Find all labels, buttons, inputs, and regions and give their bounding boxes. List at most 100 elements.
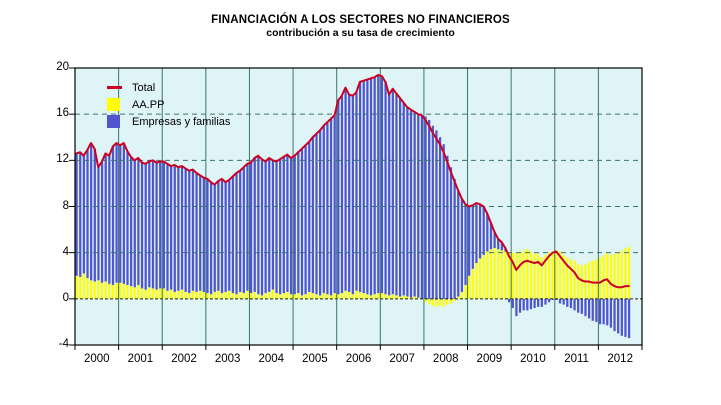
bar-empresas [249, 162, 253, 294]
bar-empresas [231, 176, 235, 294]
bar-empresas [220, 178, 224, 294]
bar-aapp [548, 252, 551, 299]
bar-empresas [253, 158, 256, 292]
bar-empresas [199, 175, 202, 291]
bar-aapp [159, 288, 162, 299]
bar-empresas [609, 298, 613, 328]
bar-aapp [511, 252, 514, 299]
bar-aapp [206, 293, 209, 299]
bar-aapp [366, 294, 369, 299]
bar-aapp [228, 290, 231, 299]
bar-empresas [206, 178, 209, 294]
bar-empresas [460, 198, 464, 292]
bar-empresas [402, 102, 405, 296]
bar-aapp [133, 287, 136, 299]
bar-empresas [311, 137, 314, 294]
bar-empresas [264, 161, 267, 294]
bar-empresas [420, 115, 424, 299]
bar-empresas [449, 167, 453, 299]
bar-aapp [93, 281, 96, 299]
bar-empresas [180, 166, 184, 290]
bar-aapp [329, 295, 333, 299]
y-axis-label: 0 [62, 291, 69, 304]
bar-empresas [493, 231, 496, 249]
bar-empresas [319, 130, 322, 296]
bar-empresas [515, 298, 518, 317]
bar-aapp [373, 294, 376, 299]
x-axis-label: 2004 [258, 353, 285, 365]
bar-aapp [104, 281, 107, 299]
bar-aapp [471, 268, 474, 299]
bar-empresas [438, 137, 442, 299]
bar-empresas [344, 87, 347, 291]
bar-empresas [239, 170, 242, 292]
bar-aapp [82, 273, 86, 299]
bar-empresas [97, 167, 100, 281]
chart-subtitle: contribución a su tasa de crecimiento [266, 27, 455, 40]
bar-aapp [522, 250, 525, 299]
total-line [75, 73, 630, 289]
bar-empresas [453, 178, 456, 299]
bar-empresas [279, 159, 282, 295]
bar-empresas [271, 160, 275, 290]
bar-empresas [409, 109, 413, 298]
bar-aapp [195, 291, 198, 299]
y-axis-label: 4 [62, 245, 69, 258]
bar-aapp [333, 293, 336, 299]
bar-empresas [497, 238, 500, 250]
bar-empresas [126, 151, 129, 285]
bar-aapp [566, 257, 569, 299]
bar-aapp [482, 254, 485, 299]
bar-aapp [188, 293, 191, 299]
bar-empresas [122, 143, 125, 284]
y-axis-label: 12 [56, 153, 69, 166]
bar-empresas [282, 156, 285, 294]
bar-aapp [282, 293, 285, 299]
bar-empresas [108, 155, 111, 284]
bar-empresas [322, 125, 325, 294]
bar-empresas [620, 298, 623, 336]
bar-empresas [366, 79, 369, 295]
bar-empresas [104, 153, 107, 282]
bar-aapp [100, 282, 104, 299]
bar-empresas [217, 181, 220, 291]
bar-aapp [137, 284, 140, 299]
chart-canvas [69, 67, 643, 350]
bar-aapp [529, 251, 533, 299]
bar-empresas [511, 298, 514, 309]
bar-aapp [508, 252, 511, 299]
legend-item: AA.PP [107, 96, 230, 113]
bar-empresas [293, 155, 296, 295]
bar-empresas [598, 298, 602, 325]
bar-aapp [398, 296, 402, 299]
bar-empresas [348, 94, 351, 292]
bar-aapp [515, 252, 518, 299]
bar-empresas [155, 162, 158, 290]
bar-empresas [340, 95, 344, 294]
bar-aapp [166, 290, 169, 299]
bar-aapp [489, 249, 493, 299]
bar-empresas [213, 184, 216, 292]
bar-aapp [359, 291, 362, 299]
bar-aapp [155, 289, 158, 299]
bar-empresas [380, 76, 384, 294]
bar-aapp [90, 280, 93, 299]
bar-empresas [602, 298, 605, 325]
bar-aapp [242, 293, 245, 299]
bar-empresas [606, 298, 609, 326]
bar-aapp [402, 295, 405, 299]
bar-aapp [406, 296, 409, 299]
bar-aapp [369, 295, 373, 299]
bar-aapp [184, 291, 187, 299]
bar-aapp [162, 288, 165, 299]
bar-empresas [133, 160, 136, 288]
bar-empresas [184, 168, 187, 292]
bar-aapp [609, 254, 613, 299]
bar-aapp [275, 293, 278, 299]
bar-aapp [627, 246, 631, 299]
bar-aapp [417, 297, 420, 299]
legend-label: Empresas y familias [132, 115, 231, 128]
bar-aapp [486, 251, 489, 299]
bar-empresas [428, 119, 431, 299]
